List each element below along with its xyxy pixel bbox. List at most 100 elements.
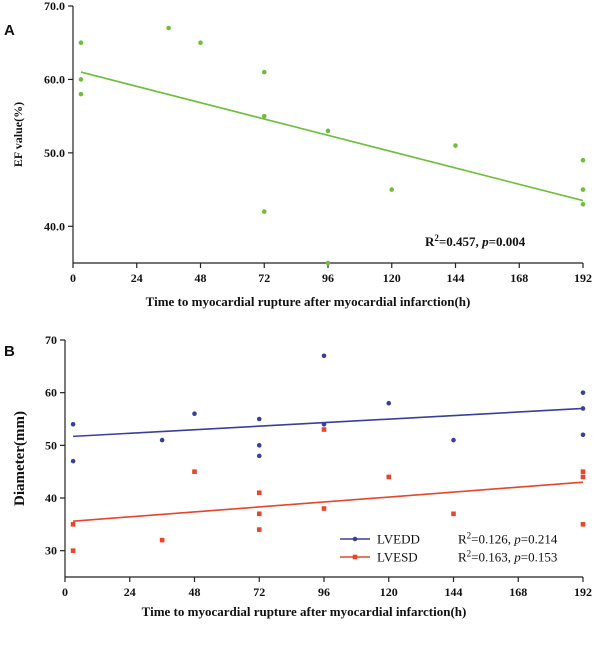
panel-b-lvesd-point [451,511,456,517]
panel-a-ef-point [78,77,84,82]
panel-a-ef-point [389,187,395,192]
panel-a-letter: A [4,22,15,39]
panel-b-lvedd-point [580,432,586,438]
panel-a-ef-point [325,128,331,134]
panel-b-x-tick-label: 72 [253,585,265,599]
panel-b-lvesd-point [256,511,262,517]
panel-b-legend-marker-lvesd [352,554,358,560]
panel-a-x-tick-label: 48 [195,271,207,285]
panel-b-x-tick-label: 96 [318,585,330,599]
panel-b-y-tick-label: 40 [45,491,57,505]
panel-b-legend-stats-lvedd-r: R [458,532,467,547]
panel-b-lvedd-fit-line [73,407,584,438]
panel-b-lvesd-point [580,522,586,527]
panel-b-legend-stats-lvedd-r2-exp: 2 [467,531,472,541]
panel-a: A 0 24 48 72 96 120 144 168 192 40.0 50.0 60.0 70.0 T… [4,0,592,309]
panel-b-legend-stats-lvesd-r2-value: =0.163, [471,550,514,565]
panel-b-lvesd-point [70,522,76,527]
panel-b-lvedd-point [321,421,327,427]
panel-a-ef-point [580,187,586,192]
panel-b-x-tick-label: 0 [62,585,68,599]
panel-a-y-tick-label: 60.0 [44,72,65,86]
panel-b-legend-stats-lvedd-p-label: p [513,532,521,547]
panel-b-lvesd-point [386,474,392,480]
panel-b-legend-stats-lvedd: R2=0.126, p=0.214 [458,531,558,547]
panel-b-x-axis-title: Time to myocardial rupture after myocard… [142,604,467,619]
panel-b-lvesd-point [256,490,262,496]
panel-b-legend-stats-lvesd: R2=0.163, p=0.153 [458,549,557,565]
panel-a-ef-point [78,91,84,97]
panel-b-x-tick-label: 48 [189,585,201,599]
panel-b-lvesd-fit-line [73,481,584,522]
panel-a-ef-fit-line [80,71,584,202]
panel-a-ef-point [325,260,331,266]
panel-b-lvesd-point [159,537,165,543]
panel-b-legend-stats-lvesd-r2-exp: 2 [467,549,472,559]
panel-a-ef-point [198,40,203,46]
panel-b-legend-stats-lvesd-p-label: p [513,550,521,565]
panel-a-x-tick-label: 120 [383,271,401,285]
panel-b-lvedd-point [256,443,262,448]
panel-b: B 0 24 48 72 96 120 144 168 192 30 40 50 60 70 Time to… [4,333,592,619]
panel-b-lvesd-point [256,527,262,532]
panel-a-y-tick-label: 40.0 [44,219,65,233]
panel-b-x-tick-label: 144 [445,585,463,599]
panel-b-lvesd-point [580,469,586,474]
panel-a-ef-point [261,209,267,214]
panel-b-lvedd-point [451,437,456,443]
panel-b-lvedd-point [256,416,262,422]
panel-a-x-tick-label: 144 [447,271,465,285]
panel-a-y-tick-label: 50.0 [44,146,65,160]
panel-a-ef-point [453,143,458,148]
panel-b-letter: B [4,343,15,360]
panel-b-legend-stats-lvedd-r2-value: =0.126, [471,532,514,547]
panel-b-lvedd-point [192,411,197,417]
panel-b-lvedd-point [159,437,165,443]
panel-b-x-tick-label: 120 [380,585,398,599]
panel-b-lvesd-point [580,474,586,480]
panel-a-stats-annotation-p-value: =0.004 [489,234,526,249]
panel-a-x-axis-title: Time to myocardial rupture after myocard… [146,294,471,309]
panel-a-ef-point [580,157,586,163]
panel-b-lvedd-point [580,390,586,395]
panel-b-lvesd-point [321,506,327,511]
panel-a-stats-annotation-r2-value: =0.457, [439,234,482,249]
panel-b-y-tick-label: 70 [45,333,57,347]
panel-b-x-tick-label: 24 [124,585,136,599]
panel-b-lvedd-point [70,421,76,427]
panel-b-lvesd-point [70,548,76,553]
panel-b-x-tick-label: 192 [574,585,592,599]
panel-a-x-tick-label: 24 [131,271,143,285]
panel-b-legend-stats-lvesd-p-value: =0.153 [521,550,558,565]
panel-a-stats-annotation: R2=0.457, p=0.004 [425,233,526,249]
panel-a-x-tick-label: 0 [70,271,76,285]
panel-a-stats-annotation-r: R [425,234,435,249]
panel-b-legend-marker-lvedd [352,536,358,542]
panel-b-lvesd-point [192,469,197,474]
panel-a-ef-point [261,69,267,75]
panel-b-lvedd-point [321,353,327,359]
panel-a-y-axis-title: EF value(%) [11,102,25,167]
panel-b-lvedd-point [70,458,76,464]
panel-a-ef-point [166,25,171,31]
panel-b-legend-label-lvesd: LVESD [377,550,418,565]
panel-b-legend-stats-lvedd-p-value: =0.214 [521,532,558,547]
panel-b-lvesd-point [321,427,327,432]
panel-a-ef-point [580,201,586,207]
panel-b-lvedd-point [580,406,586,411]
panel-a-x-tick-label: 72 [258,271,270,285]
panel-b-legend-label-lvedd: LVEDD [377,532,420,547]
panel-a-x-tick-label: 96 [322,271,334,285]
panel-b-y-tick-label: 60 [45,386,57,400]
panel-b-legend-stats-lvesd-r: R [458,550,467,565]
panel-a-ef-point [78,40,84,46]
panel-b-lvedd-point [256,453,262,459]
panel-b-y-axis-title: Diameter(mm) [12,411,28,506]
panel-a-x-tick-label: 168 [510,271,528,285]
panel-b-lvedd-point [386,400,392,406]
panel-a-stats-annotation-r2-exp: 2 [434,233,439,243]
panel-b-y-tick-label: 30 [45,544,57,558]
panel-a-x-tick-label: 192 [574,271,592,285]
